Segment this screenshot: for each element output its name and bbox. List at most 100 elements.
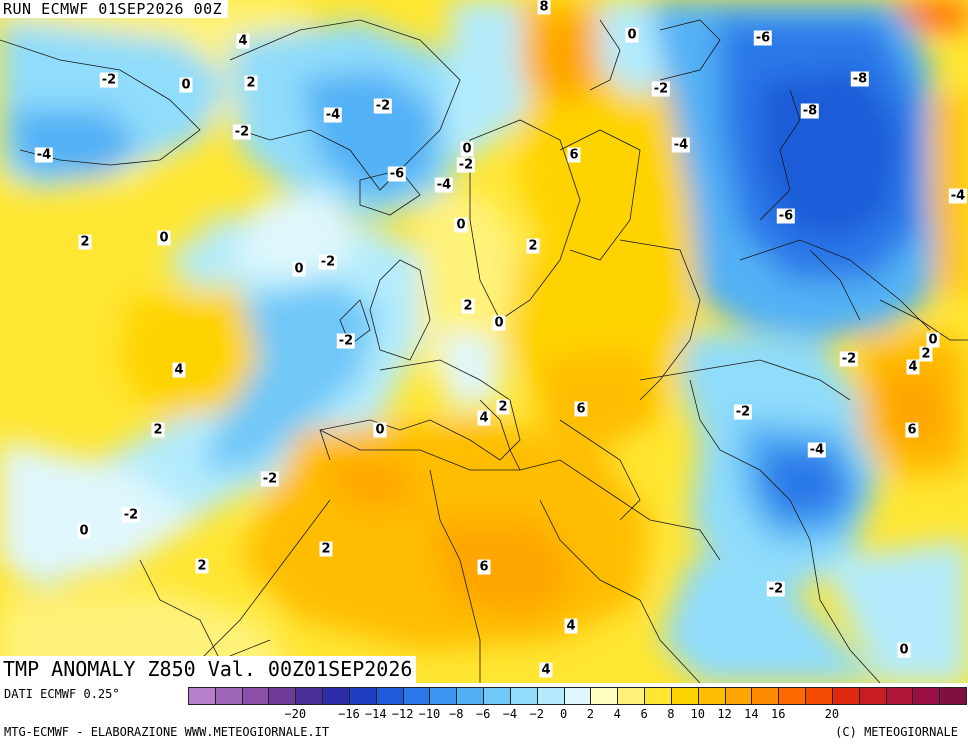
contour-label: -4 bbox=[671, 137, 691, 153]
contour-label: -2 bbox=[336, 333, 356, 349]
contour-label: 6 bbox=[905, 422, 919, 438]
contour-label: 4 bbox=[539, 662, 553, 678]
colorbar-tick-label: 0 bbox=[559, 707, 568, 721]
contour-label: 2 bbox=[496, 399, 510, 415]
colorbar-swatch bbox=[402, 687, 431, 705]
colorbar-tick-label: −16 bbox=[338, 707, 360, 721]
contour-label: 4 bbox=[564, 618, 578, 634]
contour-label: 4 bbox=[236, 33, 250, 49]
contour-label: 0 bbox=[897, 642, 911, 658]
contour-label: -2 bbox=[232, 124, 252, 140]
colorbar-tick-label: 14 bbox=[744, 707, 759, 721]
contour-label: -8 bbox=[800, 103, 820, 119]
contour-label: 0 bbox=[373, 422, 387, 438]
colorbar-swatch bbox=[644, 687, 672, 705]
contour-label: 2 bbox=[919, 346, 933, 362]
colorbar-swatch bbox=[563, 687, 592, 705]
colorbar-swatch bbox=[348, 687, 377, 705]
colorbar-swatch bbox=[483, 687, 511, 705]
contour-label: 6 bbox=[567, 147, 581, 163]
contour-label: 4 bbox=[172, 362, 186, 378]
colorbar-swatch bbox=[241, 687, 270, 705]
credits-right: (C) METEOGIORNALE bbox=[835, 725, 958, 739]
colorbar-swatch bbox=[724, 687, 753, 705]
contour-label: 2 bbox=[195, 558, 209, 574]
colorbar-swatch bbox=[939, 687, 968, 705]
contour-label: -2 bbox=[839, 351, 859, 367]
contour-label: -6 bbox=[776, 208, 796, 224]
colorbar-tick-label: −8 bbox=[449, 707, 464, 721]
contour-label: -4 bbox=[323, 107, 343, 123]
colorbar-swatch bbox=[429, 687, 458, 705]
colorbar-swatch bbox=[509, 687, 538, 705]
contour-label: 0 bbox=[292, 261, 306, 277]
anomaly-map: 8 0 4 -2 0 2 -2 -4 -2 -4 0 -2 -6 -4 -6 -… bbox=[0, 0, 968, 683]
colorbar-swatch bbox=[375, 687, 404, 705]
colorbar-swatch bbox=[778, 687, 807, 705]
contour-label: -2 bbox=[766, 581, 786, 597]
colorbar-swatch bbox=[536, 687, 565, 705]
contour-label: -4 bbox=[948, 188, 968, 204]
colorbar-tick-label: −4 bbox=[502, 707, 518, 721]
colorbar-tick-label: −6 bbox=[475, 707, 491, 721]
data-source-label: DATI ECMWF 0.25° bbox=[4, 687, 120, 701]
contour-label: 0 bbox=[77, 523, 91, 539]
contour-label: 4 bbox=[906, 359, 920, 375]
colorbar-swatch bbox=[831, 687, 860, 705]
contour-label: -2 bbox=[99, 72, 119, 88]
colorbar-swatch bbox=[268, 687, 297, 705]
colorbar-swatch bbox=[456, 687, 485, 705]
contour-label: -2 bbox=[733, 404, 753, 420]
contour-label: -2 bbox=[260, 471, 280, 487]
colorbar-swatch bbox=[751, 687, 780, 705]
colorbar-swatch bbox=[188, 687, 216, 705]
contour-label: 2 bbox=[78, 234, 92, 250]
colorbar-ticks: −20 −16 −14 −12 −10 −8 −6 −4 −2 0 2 4 6 8 10 12 14 16 20 bbox=[188, 707, 966, 723]
colorbar-tick-label: 10 bbox=[690, 707, 705, 721]
colorbar bbox=[188, 687, 968, 705]
colorbar-swatch bbox=[697, 687, 726, 705]
contour-label: 0 bbox=[460, 141, 474, 157]
contour-label: -2 bbox=[318, 254, 338, 270]
contour-label: 6 bbox=[477, 559, 491, 575]
colorbar-swatch bbox=[805, 687, 833, 705]
colorbar-tick-label: 6 bbox=[640, 707, 648, 721]
colorbar-swatch bbox=[885, 687, 914, 705]
colorbar-tick-label: −20 bbox=[284, 707, 307, 721]
anomaly-field bbox=[0, 0, 968, 683]
contour-label: -2 bbox=[456, 157, 476, 173]
contour-label: -2 bbox=[373, 98, 393, 114]
contour-label: 0 bbox=[157, 230, 171, 246]
colorbar-swatch bbox=[670, 687, 699, 705]
contour-label: -4 bbox=[34, 147, 54, 163]
contour-label: 4 bbox=[477, 410, 491, 426]
colorbar-tick-label: 2 bbox=[586, 707, 595, 721]
contour-label: 8 bbox=[537, 0, 551, 15]
legend-footer: DATI ECMWF 0.25° −20 −16 −14 −12 −10 −8 −6 −4 −2… bbox=[0, 683, 968, 745]
contour-label: 0 bbox=[492, 315, 506, 331]
run-title: RUN ECMWF 01SEP2026 00Z bbox=[0, 0, 229, 18]
colorbar-tick-label: −14 bbox=[364, 707, 387, 721]
colorbar-tick-label: −12 bbox=[391, 707, 414, 721]
contour-label: -2 bbox=[121, 507, 141, 523]
contour-label: 6 bbox=[574, 401, 588, 417]
colorbar-swatch bbox=[590, 687, 619, 705]
colorbar-swatch bbox=[912, 687, 941, 705]
colorbar-tick-label: 8 bbox=[667, 707, 675, 721]
colorbar-swatch bbox=[617, 687, 646, 705]
contour-label: 2 bbox=[319, 541, 333, 557]
contour-label: 0 bbox=[926, 332, 940, 348]
colorbar-tick-label: −2 bbox=[529, 707, 544, 721]
contour-label: -4 bbox=[434, 177, 454, 193]
colorbar-tick-label: 12 bbox=[717, 707, 732, 721]
colorbar-tick-label: 4 bbox=[613, 707, 621, 721]
colorbar-tick-label: 16 bbox=[770, 707, 786, 721]
contour-label: 2 bbox=[461, 298, 475, 314]
colorbar-swatch bbox=[322, 687, 350, 705]
contour-label: -4 bbox=[807, 442, 827, 458]
credits-left: MTG-ECMWF - ELABORAZIONE WWW.METEOGIORNA… bbox=[4, 725, 330, 739]
contour-label: -6 bbox=[387, 166, 407, 182]
contour-label: -6 bbox=[753, 30, 773, 46]
contour-label: 0 bbox=[454, 217, 468, 233]
contour-label: -8 bbox=[850, 71, 870, 87]
